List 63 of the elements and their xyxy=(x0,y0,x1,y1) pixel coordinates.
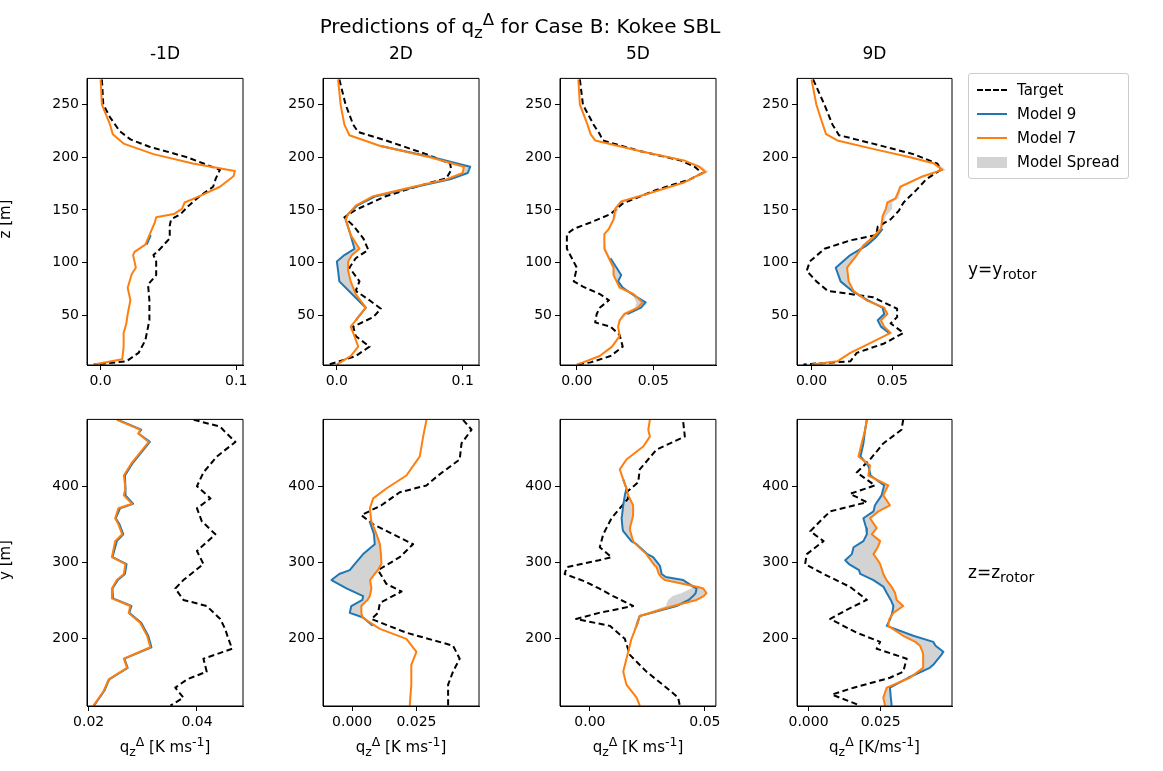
y-tick-label: 200 xyxy=(762,147,789,164)
y-tick-label: 300 xyxy=(525,553,552,570)
chart-title: 2D xyxy=(388,43,414,63)
legend-label: Model 7 xyxy=(1017,129,1077,147)
x-tick-label: 0.05 xyxy=(637,372,669,389)
legend-label: Target xyxy=(1017,81,1064,99)
y-tick-label: 100 xyxy=(288,253,315,270)
y-tick-label: 100 xyxy=(762,253,789,270)
y-tick-label: 200 xyxy=(288,147,315,164)
x-axis-title: q$_{z}$$^{Δ}$ [K ms$^{-1}$] xyxy=(118,734,212,759)
y-tick-label: 300 xyxy=(762,553,789,570)
chart-title: 5D xyxy=(625,43,651,63)
y-tick-label: 50 xyxy=(771,305,789,322)
legend-label: Model 9 xyxy=(1017,105,1077,123)
y-tick-label: 250 xyxy=(525,95,552,112)
x-tick-label: 0.02 xyxy=(73,713,105,730)
y-tick-label: 300 xyxy=(288,553,315,570)
x-tick-label: 0.0 xyxy=(325,372,348,389)
chart-title: 9D xyxy=(861,43,888,63)
x-axis-title: q$_{z}$$^{Δ}$ [K ms$^{-1}$] xyxy=(591,734,685,759)
y-tick-label: 200 xyxy=(288,629,315,646)
y-tick-label: 150 xyxy=(52,200,79,217)
y-tick-label: 50 xyxy=(297,305,315,322)
y-tick-label: 50 xyxy=(534,305,552,322)
x-tick-label: 0.000 xyxy=(788,713,829,730)
y-tick-label: 250 xyxy=(762,95,789,112)
y-tick-label: 100 xyxy=(52,253,79,270)
y-tick-label: 150 xyxy=(288,200,315,217)
y-tick-label: 400 xyxy=(52,476,79,493)
y-tick-label: 200 xyxy=(762,629,789,646)
x-tick-label: 0.00 xyxy=(561,372,593,389)
y-tick-label: 300 xyxy=(52,553,79,570)
x-tick-label: 0.00 xyxy=(574,713,606,730)
y-tick-label: 150 xyxy=(525,200,552,217)
y-tick-label: 200 xyxy=(52,629,79,646)
x-tick-label: 0.025 xyxy=(860,713,901,730)
legend-label: Model Spread xyxy=(1017,153,1120,171)
x-tick-label: 0.1 xyxy=(451,372,474,389)
x-tick-label: 0.04 xyxy=(181,713,213,730)
x-tick-label: 0.05 xyxy=(876,372,908,389)
y-tick-label: 400 xyxy=(762,476,789,493)
x-tick-label: 0.1 xyxy=(225,372,248,389)
x-tick-label: 0.000 xyxy=(332,713,373,730)
x-tick-label: 0.025 xyxy=(396,713,437,730)
x-tick-label: 0.05 xyxy=(689,713,721,730)
y-tick-label: 250 xyxy=(288,95,315,112)
y-tick-label: 150 xyxy=(762,200,789,217)
y-tick-label: 100 xyxy=(525,253,552,270)
x-axis-title: q$_{z}$$^{Δ}$ [K/ms$^{-1}$] xyxy=(828,734,921,759)
y-tick-label: 200 xyxy=(52,147,79,164)
y-tick-label: 200 xyxy=(525,629,552,646)
y-tick-label: 250 xyxy=(52,95,79,112)
y-tick-label: 50 xyxy=(61,305,79,322)
x-axis-title: q$_{z}$$^{Δ}$ [K ms$^{-1}$] xyxy=(354,734,448,759)
text: y=y$_{rotor}$ xyxy=(968,258,1037,283)
y-tick-label: 400 xyxy=(525,476,552,493)
y-tick-label: 200 xyxy=(525,147,552,164)
y-tick-label: 400 xyxy=(288,476,315,493)
text: Predictions of q$_{z}$$^{Δ}$ for Case B: Kokee SBL xyxy=(318,10,722,42)
x-tick-label: 0.0 xyxy=(89,372,112,389)
x-tick-label: 0.00 xyxy=(795,372,828,389)
chart-title: -1D xyxy=(148,43,181,63)
text: z=z$_{rotor}$ xyxy=(968,561,1035,586)
